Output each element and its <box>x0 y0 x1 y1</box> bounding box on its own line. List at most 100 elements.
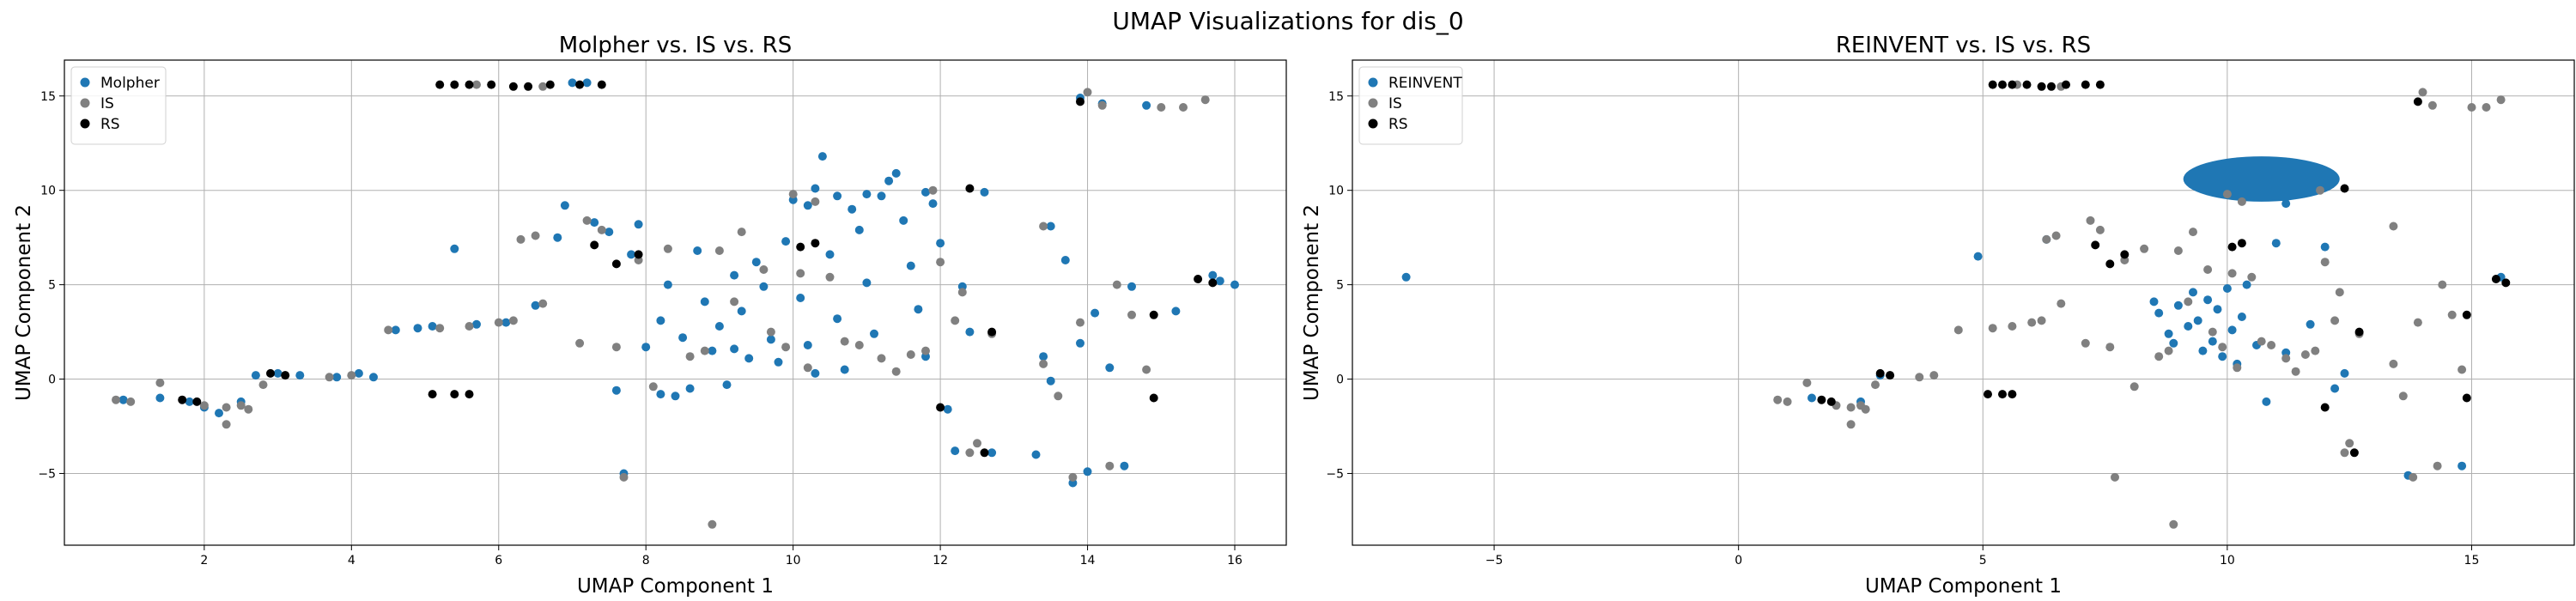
data-point <box>1401 272 1411 282</box>
data-point <box>2164 329 2173 338</box>
data-point <box>973 439 981 448</box>
data-point <box>2413 97 2422 106</box>
data-point <box>597 225 606 234</box>
data-point <box>531 300 540 310</box>
data-point <box>524 82 533 91</box>
data-point <box>1031 450 1041 459</box>
data-point <box>678 333 688 343</box>
data-point <box>2242 280 2251 289</box>
data-point <box>538 82 548 91</box>
data-point <box>722 380 732 390</box>
data-point <box>817 152 827 161</box>
data-point <box>1076 97 1084 106</box>
data-point <box>2354 327 2364 337</box>
legend-label: Molpher <box>100 75 160 92</box>
data-point <box>2057 299 2066 308</box>
data-point <box>1871 380 1880 390</box>
data-point <box>2320 258 2330 267</box>
data-point <box>2203 295 2213 305</box>
data-point <box>538 299 548 308</box>
data-point <box>1929 371 1939 380</box>
data-point <box>1861 404 1870 414</box>
series-is <box>112 80 1210 529</box>
data-point <box>1083 467 1092 477</box>
data-point <box>2267 341 2276 349</box>
data-point <box>199 401 209 410</box>
data-point <box>656 390 665 399</box>
x-axis-label: UMAP Component 1 <box>1865 575 2062 598</box>
data-point <box>155 378 165 387</box>
data-point <box>2438 280 2447 289</box>
y-tick-label: 5 <box>1336 279 1344 293</box>
legend-label: IS <box>100 95 114 112</box>
data-point <box>1773 395 1783 404</box>
x-tick-label: 14 <box>1080 554 1096 568</box>
data-point <box>1208 278 1218 288</box>
data-point <box>796 242 805 252</box>
data-point <box>2458 461 2467 470</box>
data-point <box>877 191 886 201</box>
data-point <box>965 448 975 458</box>
x-tick-label: 16 <box>1227 554 1242 568</box>
series-reinvent <box>1401 156 2506 480</box>
legend-marker <box>80 77 90 88</box>
data-point <box>1046 376 1055 385</box>
x-tick-label: 4 <box>348 554 355 568</box>
data-point <box>656 316 665 325</box>
data-point <box>2184 322 2193 331</box>
data-point <box>1208 270 1218 280</box>
data-point <box>1142 365 1151 374</box>
data-point <box>2095 225 2105 234</box>
data-point <box>413 324 422 333</box>
data-point <box>730 297 739 307</box>
data-point <box>2227 325 2237 335</box>
data-point <box>2037 82 2046 91</box>
data-point <box>2340 448 2349 458</box>
data-point <box>854 341 864 349</box>
data-point <box>766 327 775 337</box>
data-point <box>921 187 930 197</box>
x-tick-label: 10 <box>786 554 801 568</box>
data-point <box>465 80 474 89</box>
data-point <box>2042 234 2051 244</box>
data-point <box>295 371 305 380</box>
data-point <box>1998 80 2007 89</box>
data-point <box>759 265 769 274</box>
data-point <box>951 446 960 456</box>
data-point <box>347 371 356 380</box>
data-point <box>936 403 945 412</box>
data-point <box>1112 280 1121 289</box>
data-point <box>450 80 459 89</box>
data-point <box>833 314 842 324</box>
data-point <box>2086 216 2095 225</box>
x-tick-label: 8 <box>642 554 650 568</box>
data-point <box>781 237 791 246</box>
data-point <box>222 403 231 412</box>
data-point <box>1149 310 1158 319</box>
data-point <box>428 322 437 331</box>
data-point <box>1105 461 1115 470</box>
subplot-title: Molpher vs. IS vs. RS <box>559 33 792 58</box>
data-point <box>921 346 930 355</box>
figure-title: UMAP Visualizations for dis_0 <box>1112 7 1464 35</box>
data-point <box>928 185 938 195</box>
subplot-1: 2 4 6 8 10 12 14 16 −5 0 5 10 15 Molpher vs. IS vs. R… <box>13 33 1287 598</box>
data-point <box>870 329 878 338</box>
data-point <box>708 519 717 529</box>
data-point <box>2218 343 2227 352</box>
data-point <box>936 258 945 267</box>
data-point <box>575 80 585 89</box>
data-point <box>693 246 702 255</box>
data-point <box>2051 231 2061 240</box>
data-point <box>2213 305 2222 314</box>
data-point <box>611 385 621 395</box>
legend-label: RS <box>100 116 120 133</box>
data-point <box>2095 80 2105 89</box>
data-point <box>2062 80 2070 89</box>
data-point <box>700 346 709 355</box>
data-point <box>1097 100 1107 110</box>
data-point <box>980 448 989 458</box>
legend-marker <box>1368 118 1378 129</box>
data-point <box>236 401 246 410</box>
